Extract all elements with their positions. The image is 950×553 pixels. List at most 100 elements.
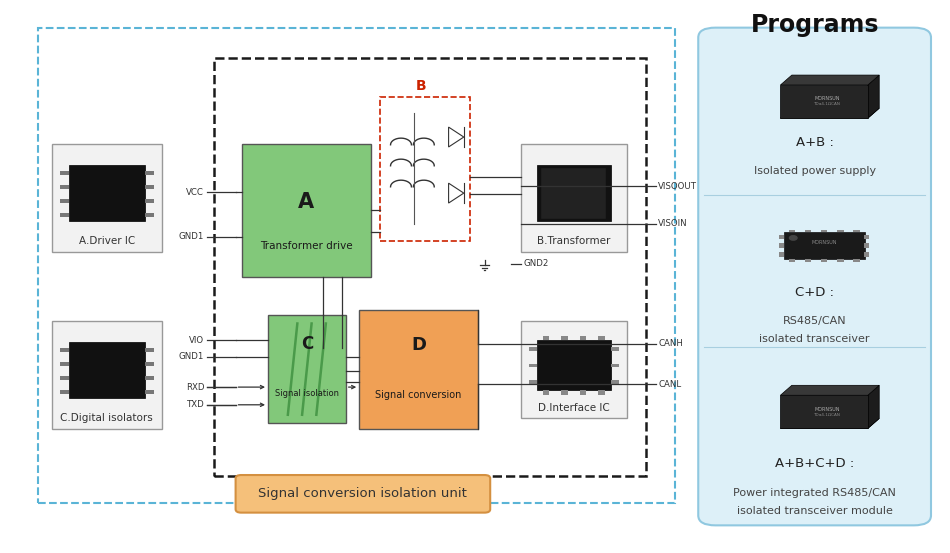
Text: isolated transceiver module: isolated transceiver module <box>736 506 893 516</box>
Bar <box>145 362 154 366</box>
Polygon shape <box>780 385 880 395</box>
Text: TDα4-1ΩCAN: TDα4-1ΩCAN <box>813 413 841 416</box>
Bar <box>779 252 784 257</box>
Text: Signal conversion isolation unit: Signal conversion isolation unit <box>258 487 467 500</box>
Text: A+B+C+D :: A+B+C+D : <box>775 457 854 471</box>
Text: TDα4-1ΩCAN: TDα4-1ΩCAN <box>813 102 841 106</box>
Text: Isolated power supply: Isolated power supply <box>753 166 876 176</box>
Bar <box>864 243 869 248</box>
Bar <box>821 259 827 262</box>
Text: VISOOUT: VISOOUT <box>658 182 697 191</box>
Text: GND2: GND2 <box>523 259 549 268</box>
Bar <box>214 58 646 476</box>
Bar <box>68 165 145 221</box>
Bar <box>837 259 844 262</box>
Text: VCC: VCC <box>186 188 204 197</box>
Bar <box>561 336 568 340</box>
Bar <box>853 229 860 232</box>
Text: isolated transceiver: isolated transceiver <box>759 334 870 344</box>
Bar <box>145 171 154 175</box>
Text: B: B <box>415 79 427 93</box>
Bar <box>805 229 811 232</box>
Text: RXD: RXD <box>186 383 204 392</box>
Bar <box>60 375 68 379</box>
Text: Programs: Programs <box>750 13 880 37</box>
Bar <box>60 199 68 202</box>
Bar <box>242 144 370 276</box>
Text: Signal isolation: Signal isolation <box>275 389 339 398</box>
Text: MORNSUN: MORNSUN <box>814 406 840 411</box>
Bar <box>611 380 618 384</box>
Bar <box>60 171 68 175</box>
Bar <box>805 259 811 262</box>
Text: D: D <box>411 336 426 354</box>
Bar <box>145 390 154 394</box>
Bar <box>611 364 618 368</box>
Bar <box>359 310 478 429</box>
Text: RS485/CAN: RS485/CAN <box>783 316 846 326</box>
Bar <box>529 347 537 351</box>
Bar <box>864 252 869 257</box>
Text: A+B :: A+B : <box>796 136 833 149</box>
Polygon shape <box>867 385 880 429</box>
Text: VISOIN: VISOIN <box>658 220 688 228</box>
FancyBboxPatch shape <box>698 28 931 525</box>
Text: Transformer drive: Transformer drive <box>260 241 352 251</box>
Text: Signal conversion: Signal conversion <box>375 390 462 400</box>
Bar <box>60 362 68 366</box>
Text: MORNSUN: MORNSUN <box>814 96 840 101</box>
Bar <box>529 364 537 368</box>
Bar <box>38 28 674 503</box>
Bar <box>529 380 537 384</box>
Text: B.Transformer: B.Transformer <box>537 236 611 246</box>
Bar <box>779 243 784 248</box>
Text: C.Digital isolators: C.Digital isolators <box>61 413 153 423</box>
Polygon shape <box>780 395 867 429</box>
Bar <box>853 259 860 262</box>
Text: D.Interface IC: D.Interface IC <box>538 403 610 413</box>
Bar <box>145 185 154 189</box>
Text: VIO: VIO <box>189 336 204 345</box>
Bar <box>60 390 68 394</box>
Bar <box>837 229 844 232</box>
Bar <box>521 321 627 418</box>
Bar <box>561 390 568 395</box>
Polygon shape <box>780 85 867 118</box>
Text: TXD: TXD <box>186 400 204 409</box>
Bar <box>52 321 162 429</box>
Bar <box>60 185 68 189</box>
Text: C: C <box>301 335 313 353</box>
Bar <box>788 229 795 232</box>
Bar <box>537 165 611 221</box>
Bar <box>521 144 627 252</box>
Bar <box>60 213 68 217</box>
Polygon shape <box>780 419 880 429</box>
Bar <box>580 390 586 395</box>
Text: CANH: CANH <box>658 340 683 348</box>
Polygon shape <box>867 75 880 118</box>
Text: GND1: GND1 <box>179 352 204 361</box>
Bar <box>60 348 68 352</box>
Bar <box>580 336 586 340</box>
Bar <box>145 213 154 217</box>
FancyBboxPatch shape <box>236 475 490 513</box>
Bar <box>611 347 618 351</box>
Bar <box>864 234 869 239</box>
Text: CANL: CANL <box>658 380 681 389</box>
Bar <box>52 144 162 252</box>
Polygon shape <box>780 75 880 85</box>
Bar <box>779 234 784 239</box>
Bar <box>145 199 154 202</box>
Bar <box>598 336 605 340</box>
Text: GND1: GND1 <box>179 232 204 241</box>
Text: C+D :: C+D : <box>795 286 834 299</box>
Bar <box>537 340 611 390</box>
Bar <box>542 168 606 218</box>
Bar <box>788 259 795 262</box>
Circle shape <box>789 236 797 240</box>
Bar <box>268 315 346 423</box>
Text: MORNSUN: MORNSUN <box>811 241 837 246</box>
Bar <box>542 390 549 395</box>
Text: Power integrated RS485/CAN: Power integrated RS485/CAN <box>733 488 896 498</box>
Bar <box>380 97 470 241</box>
